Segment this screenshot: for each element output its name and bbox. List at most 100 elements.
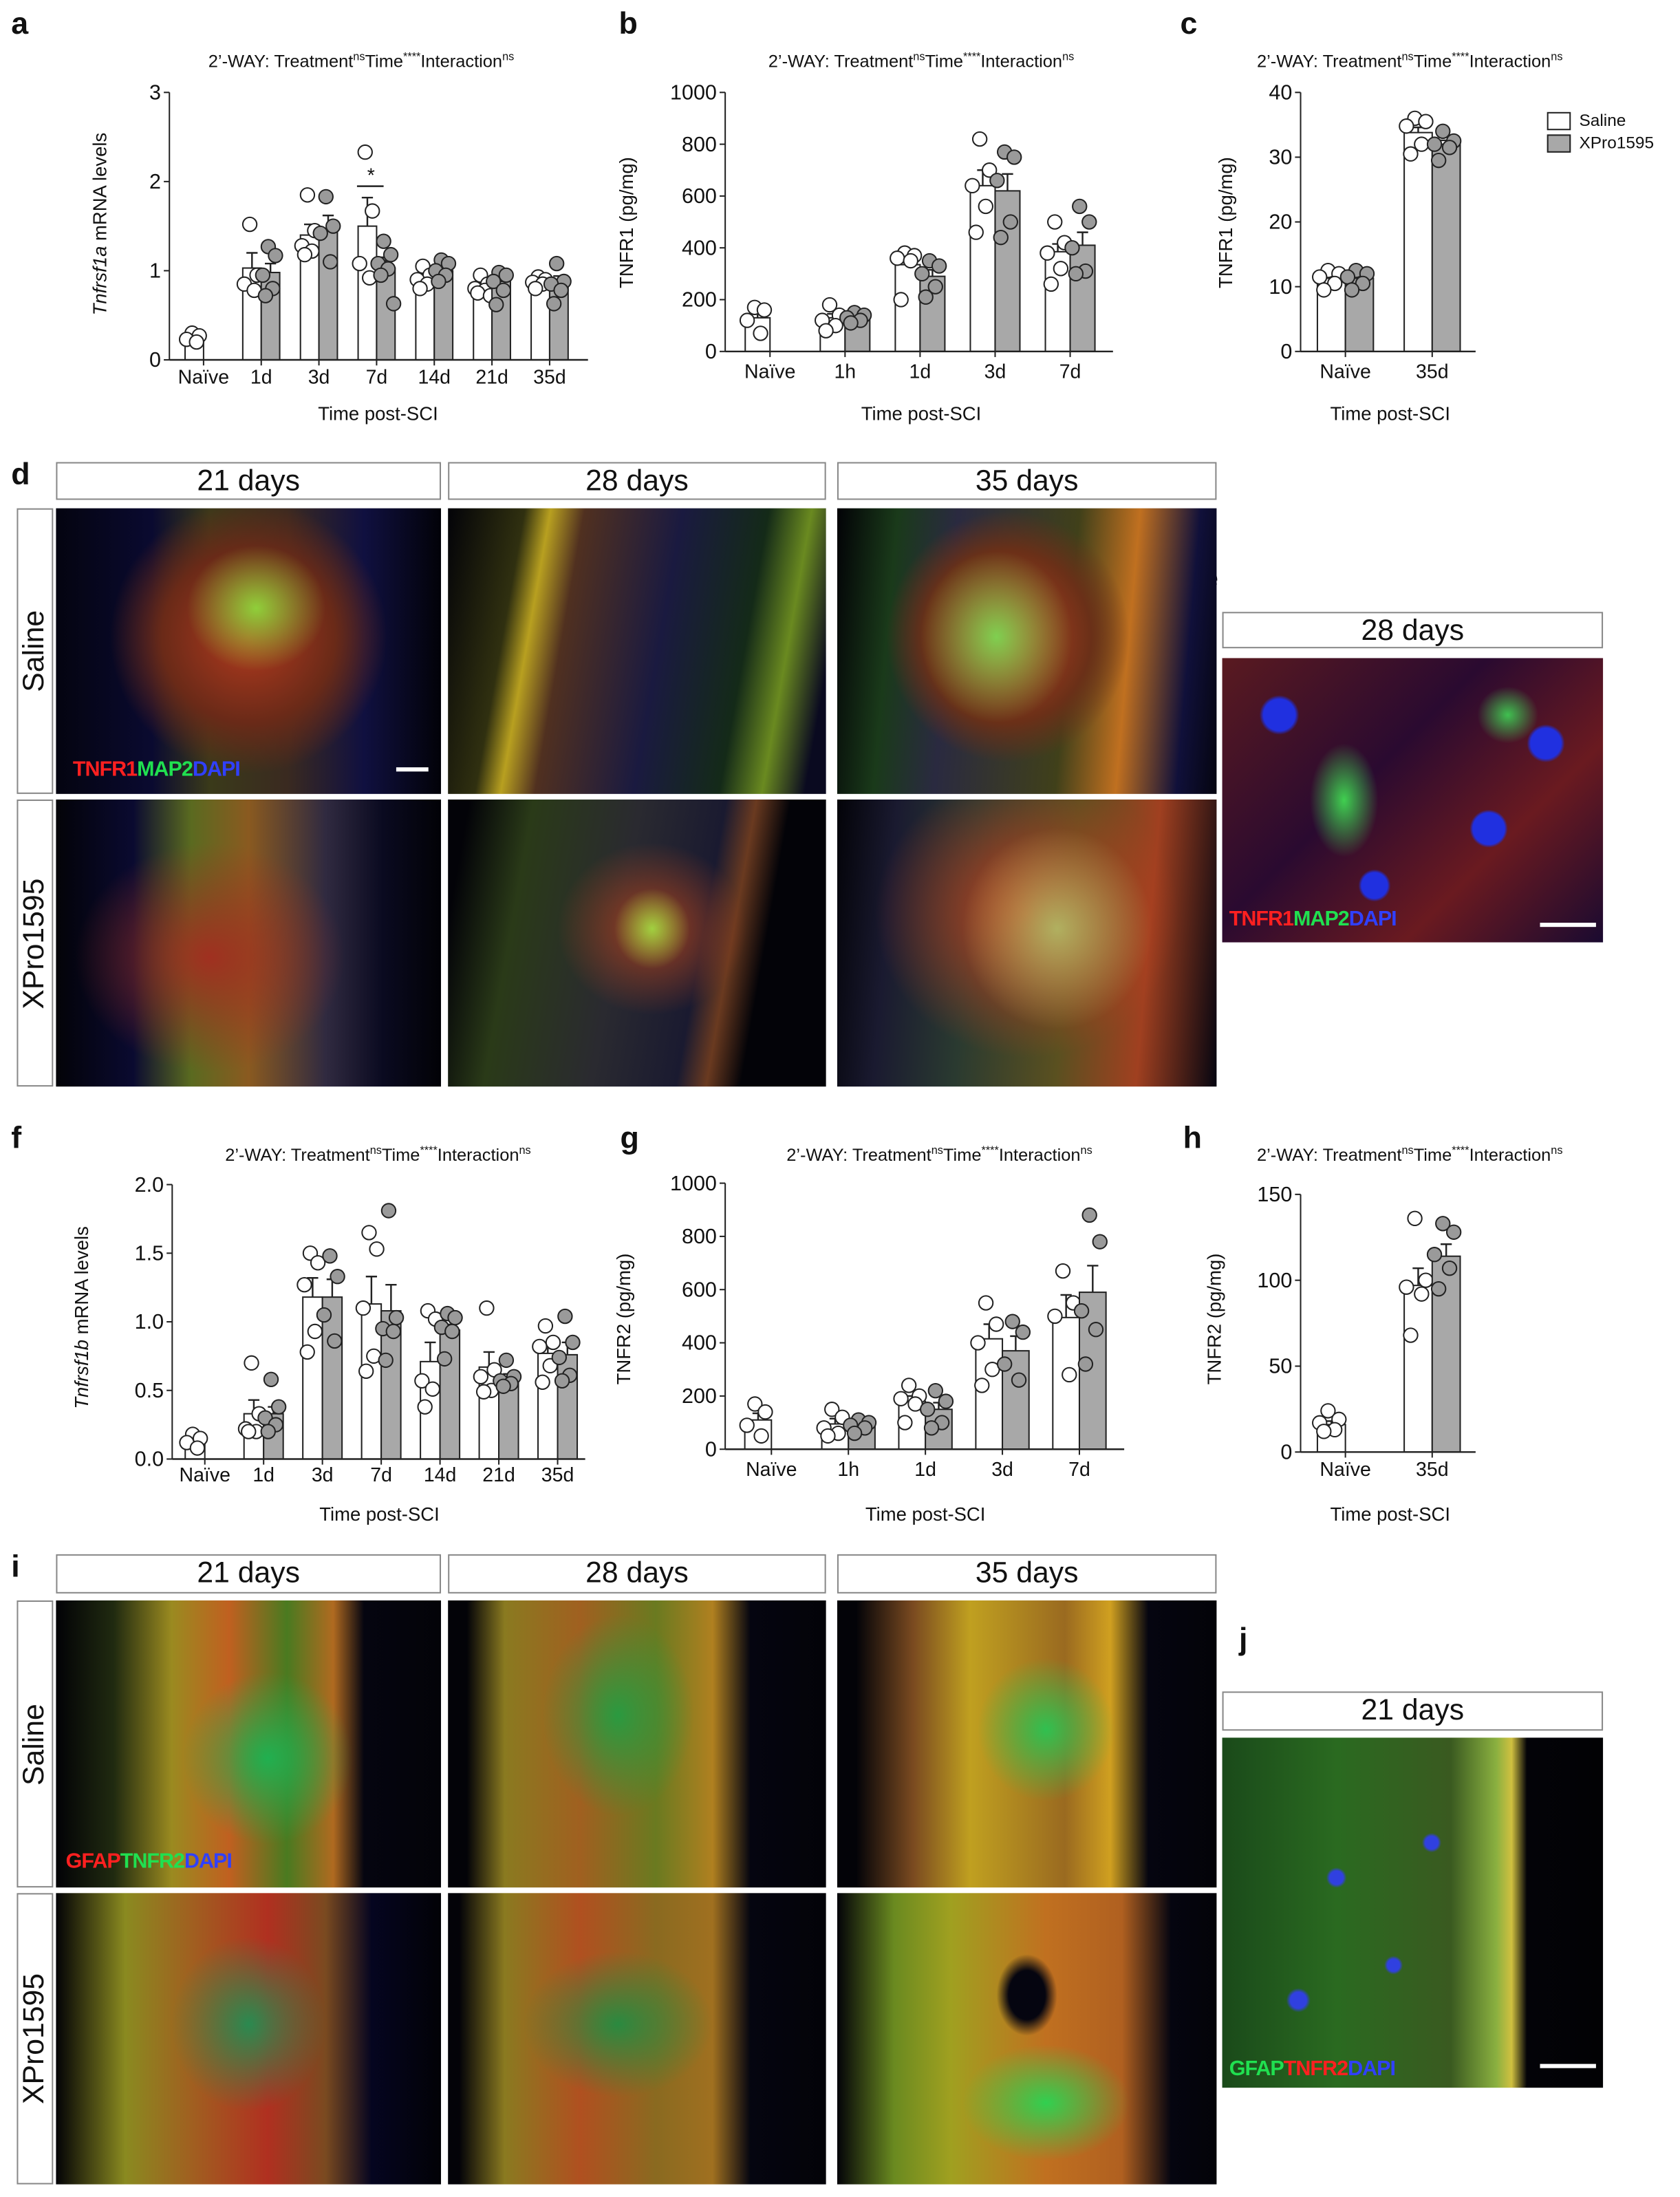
y-tick-label: 40 <box>1269 81 1292 104</box>
data-point-saline <box>893 1391 909 1406</box>
data-point-saline <box>757 1404 773 1420</box>
data-point-xpro <box>1064 240 1080 256</box>
panel-label-d: d <box>11 456 30 492</box>
data-point-xpro <box>938 1393 954 1409</box>
data-point-xpro <box>498 1352 515 1369</box>
data-point-xpro <box>553 282 569 299</box>
data-point-xpro <box>495 282 511 299</box>
y-axis-label-part: TNFR2 (pg/mg) <box>613 1254 634 1385</box>
title-superscript: ns <box>1551 1144 1562 1157</box>
y-axis-label-part: TNFR1 (pg/mg) <box>616 157 637 288</box>
data-point-saline <box>297 246 313 263</box>
header-d-35-days: 35 days <box>837 462 1217 500</box>
data-point-saline <box>901 1378 917 1393</box>
bar-saline <box>894 264 921 352</box>
data-point-saline <box>299 1344 315 1360</box>
data-point-xpro <box>557 1308 573 1325</box>
data-point-xpro <box>444 1323 460 1340</box>
data-point-xpro <box>1445 1224 1462 1240</box>
title-superscript: ns <box>1402 51 1414 63</box>
stain-map2: MAP2 <box>137 757 193 782</box>
data-point-saline <box>189 1440 206 1456</box>
title-superscript: ns <box>1402 1144 1414 1157</box>
micrograph-d-xpro-35d <box>837 799 1217 1087</box>
data-point-xpro <box>1435 123 1451 139</box>
data-point-saline <box>756 302 773 318</box>
data-point-saline <box>365 203 380 219</box>
data-point-saline <box>532 1338 548 1355</box>
title-superscript: ns <box>353 51 365 63</box>
y-tick-label: 1000 <box>670 81 717 104</box>
legend-label-saline: Saline <box>1579 110 1626 131</box>
data-point-saline <box>528 281 543 297</box>
chart-f: 2’-WAY: TreatmentnsTime****Interactionns… <box>71 1144 585 1525</box>
bar-xpro <box>1069 244 1096 352</box>
y-tick-label: 0 <box>1280 1440 1292 1464</box>
data-point-xpro <box>1426 1247 1443 1263</box>
data-point-saline <box>1414 136 1430 152</box>
legend-item-xpro: XPro1595 <box>1547 131 1654 154</box>
bar-xpro <box>1431 143 1461 352</box>
bar-xpro <box>376 267 396 361</box>
stain-gfap: GFAP <box>1229 2057 1284 2081</box>
data-point-xpro <box>318 189 334 205</box>
panel-label-c: c <box>1180 6 1198 41</box>
x-axis-label: Time post-SCI <box>1330 1503 1450 1525</box>
title-text: 2’-WAY: Treatment <box>1257 52 1402 72</box>
y-tick-label: 800 <box>682 1225 717 1248</box>
x-tick-label: Naïve <box>1320 361 1370 383</box>
data-point-saline <box>1403 146 1419 162</box>
row-label-i-xpro: XPro1595 <box>17 1893 54 2185</box>
x-tick-label: Naïve <box>178 367 229 389</box>
data-point-saline <box>1316 1424 1332 1439</box>
data-point-saline <box>537 1318 554 1334</box>
data-point-xpro <box>263 1371 279 1387</box>
x-tick-label: 3d <box>308 367 330 389</box>
stain-legend-j: GFAPTNFR2DAPI <box>1229 2057 1396 2081</box>
y-tick-label: 0.5 <box>135 1379 164 1402</box>
x-axis-label: Time post-SCI <box>861 403 982 425</box>
y-tick-label: 200 <box>682 288 717 312</box>
title-text: Interaction <box>1469 1146 1551 1165</box>
data-point-xpro <box>1441 1261 1458 1276</box>
data-point-xpro <box>312 225 328 242</box>
chart-title: 2’-WAY: TreatmentnsTime****Interactionns <box>225 1144 530 1165</box>
title-text: Time <box>1414 52 1452 72</box>
header-i-28-days: 28 days <box>448 1554 826 1594</box>
data-point-saline <box>1418 114 1434 129</box>
x-tick-label: 1d <box>252 1464 274 1486</box>
data-point-saline <box>1407 1210 1423 1226</box>
legend-swatch-xpro <box>1547 133 1571 152</box>
title-superscript: ns <box>1551 51 1562 63</box>
x-tick-label: Naïve <box>746 1459 797 1481</box>
data-point-xpro <box>554 1373 570 1389</box>
data-point-saline <box>1047 214 1063 230</box>
bar-saline <box>1403 1285 1433 1453</box>
x-tick-label: Naïve <box>180 1464 230 1486</box>
title-text: Interaction <box>420 52 502 72</box>
data-point-xpro <box>325 218 341 234</box>
x-axis-label: Time post-SCI <box>319 1503 440 1525</box>
x-tick-label: 35d <box>1416 1459 1449 1481</box>
x-tick-label: 3d <box>991 1459 1013 1481</box>
data-point-saline <box>1055 1263 1071 1279</box>
data-point-xpro <box>385 296 402 312</box>
data-point-xpro <box>1072 198 1088 215</box>
y-axis-label: TNFR1 (pg/mg) <box>616 157 637 288</box>
data-point-saline <box>824 1402 840 1417</box>
stain-map2: MAP2 <box>1293 907 1350 932</box>
micrograph-d-saline-21d: TNFR1MAP2DAPI <box>56 508 442 794</box>
data-point-xpro <box>316 1307 332 1323</box>
y-tick-label: 0 <box>705 1437 717 1461</box>
stain-tnfr2: TNFR2 <box>120 1850 185 1874</box>
data-point-saline <box>821 297 838 313</box>
header-d-28-days: 28 days <box>448 462 826 500</box>
data-point-xpro <box>1430 1280 1447 1297</box>
title-superscript: ns <box>931 1144 943 1157</box>
y-axis-label: Tnfrsf1a mRNA levels <box>89 133 111 316</box>
data-point-saline <box>355 1300 371 1316</box>
x-tick-label: 35d <box>533 367 566 389</box>
legend-label-xpro: XPro1595 <box>1579 133 1655 153</box>
